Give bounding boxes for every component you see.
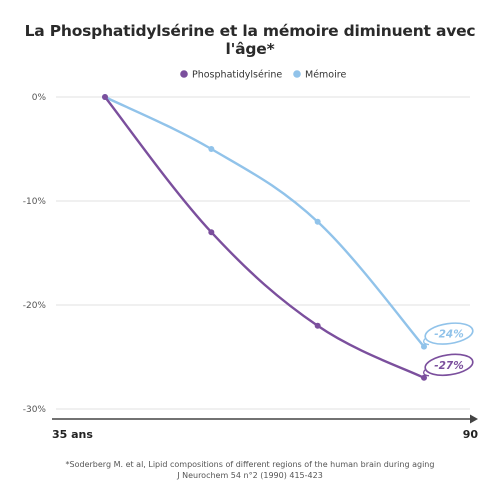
data-point-phosphatidylserine bbox=[314, 322, 321, 329]
legend-marker-phosphatidylserine bbox=[180, 70, 188, 78]
callout-tail-memoire bbox=[423, 338, 430, 346]
series-line-phosphatidylserine bbox=[103, 95, 426, 379]
y-tick-label: -30% bbox=[23, 405, 47, 415]
callout-value-memoire: -24% bbox=[434, 329, 464, 341]
callout-value-phosphatidylserine: -27% bbox=[434, 360, 464, 372]
data-point-memoire bbox=[208, 146, 215, 152]
legend-label-memoire: Mémoire bbox=[305, 70, 346, 81]
chart-title: La Phosphatidylsérine et la mémoire dimi… bbox=[24, 22, 476, 58]
legend-label-phosphatidylserine: Phosphatidylsérine bbox=[192, 70, 282, 81]
series-layer bbox=[102, 94, 427, 381]
callout-tail-phosphatidylserine bbox=[423, 369, 430, 377]
data-point-memoire bbox=[421, 343, 427, 350]
x-axis-arrow-icon bbox=[470, 414, 478, 424]
y-tick-label: -20% bbox=[23, 301, 47, 311]
data-point-phosphatidylserine bbox=[102, 94, 108, 100]
series-line-memoire bbox=[103, 95, 426, 348]
y-tick-label: 0% bbox=[32, 93, 47, 103]
x-axis-start-label: 35 ans bbox=[52, 428, 93, 441]
grid-lines bbox=[56, 96, 470, 410]
footnote-line-1: *Soderberg M. et al, Lipid compositions … bbox=[65, 460, 435, 469]
x-axis-end-label: 90 bbox=[463, 428, 479, 441]
end-value-callouts: -24% -27% bbox=[423, 322, 474, 377]
callout-ring-memoire bbox=[424, 322, 474, 345]
legend: Phosphatidylsérine Mémoire bbox=[180, 70, 346, 81]
y-axis-ticks: 0% -10% -20% -30% bbox=[23, 93, 47, 415]
data-point-phosphatidylserine bbox=[208, 229, 215, 236]
y-tick-label: -10% bbox=[23, 197, 47, 207]
legend-marker-memoire bbox=[293, 70, 301, 78]
x-axis: 35 ans 90 bbox=[52, 414, 479, 441]
data-point-phosphatidylserine bbox=[421, 374, 427, 381]
data-point-memoire bbox=[314, 218, 321, 225]
callout-ring-phosphatidylserine bbox=[424, 353, 474, 377]
footnote-line-2: J Neurochem 54 n°2 (1990) 415-423 bbox=[177, 471, 323, 480]
footnote: *Soderberg M. et al, Lipid compositions … bbox=[0, 459, 500, 481]
